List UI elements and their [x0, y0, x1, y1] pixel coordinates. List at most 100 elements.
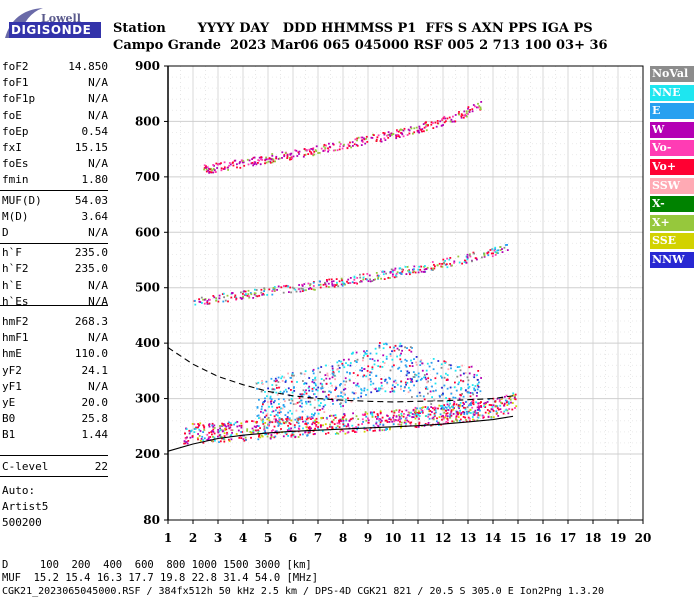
- param-name: hmF2: [2, 315, 29, 328]
- echo-point: [417, 129, 420, 132]
- echo-point: [427, 392, 429, 395]
- echo-point: [340, 360, 342, 363]
- echo-point: [273, 425, 276, 428]
- echo-point: [290, 380, 293, 383]
- echo-point: [331, 426, 334, 429]
- echo-point: [203, 164, 206, 167]
- echo-point: [401, 410, 403, 413]
- echo-point: [436, 372, 439, 375]
- echo-point: [256, 295, 259, 298]
- echo-point: [210, 171, 213, 174]
- echo-point: [258, 417, 260, 419]
- echo-point: [346, 431, 349, 434]
- echo-point: [418, 423, 421, 425]
- echo-point: [424, 265, 426, 267]
- echo-point: [227, 169, 229, 171]
- echo-point: [414, 410, 417, 412]
- echo-point: [469, 255, 472, 258]
- echo-point: [265, 380, 268, 383]
- echo-point: [473, 387, 476, 390]
- echo-point: [342, 405, 344, 407]
- echo-point: [409, 273, 411, 276]
- echo-point: [377, 365, 380, 367]
- echo-point: [331, 384, 333, 387]
- echo-point: [377, 414, 379, 417]
- echo-point: [492, 397, 495, 400]
- echo-point: [459, 369, 462, 372]
- echo-point: [230, 429, 233, 432]
- echo-point: [239, 166, 242, 169]
- echo-point: [432, 416, 435, 419]
- param-name: fmin: [2, 173, 29, 187]
- echo-point: [311, 380, 314, 383]
- echo-point: [352, 372, 355, 374]
- echo-point: [453, 386, 456, 389]
- echo-point: [340, 277, 343, 280]
- echo-point: [287, 424, 289, 427]
- echo-point: [228, 440, 231, 442]
- echo-point: [316, 409, 319, 411]
- echo-point: [415, 408, 418, 410]
- echo-point: [455, 418, 457, 421]
- echo-point: [297, 419, 299, 422]
- echo-point: [417, 412, 420, 415]
- echo-point: [290, 377, 292, 379]
- echo-point: [436, 420, 438, 423]
- echo-point: [468, 385, 471, 388]
- param-value: 1.44: [81, 428, 109, 442]
- echo-point: [231, 429, 234, 432]
- echo-point: [417, 130, 419, 133]
- echo-point: [281, 375, 284, 378]
- echo-point: [185, 441, 188, 443]
- echo-point: [206, 439, 209, 441]
- echo-point: [222, 423, 224, 425]
- param-name: foF2: [2, 60, 29, 73]
- echo-point: [328, 377, 331, 380]
- echo-point: [436, 264, 439, 267]
- echo-point: [476, 388, 479, 391]
- auto-software: Artist5: [2, 500, 49, 513]
- echo-point: [446, 257, 448, 260]
- echo-point: [315, 417, 318, 420]
- echo-point: [393, 269, 396, 272]
- echo-point: [286, 429, 289, 432]
- echo-point: [314, 433, 316, 435]
- echo-point: [423, 130, 425, 133]
- param-value: 20.0: [81, 396, 109, 409]
- echo-point: [500, 398, 503, 400]
- echo-point: [413, 384, 415, 387]
- y-tick-label: 300: [135, 392, 160, 406]
- echo-point: [301, 283, 303, 286]
- echo-point: [436, 417, 438, 420]
- echo-point: [352, 412, 354, 415]
- echo-point: [390, 132, 393, 135]
- echo-point: [489, 249, 492, 251]
- echo-point: [314, 419, 316, 422]
- echo-point: [224, 424, 227, 427]
- echo-point: [339, 418, 342, 421]
- echo-point: [219, 425, 221, 427]
- echo-point: [369, 358, 372, 360]
- echo-point: [343, 388, 345, 391]
- echo-point: [205, 168, 208, 171]
- echo-point: [432, 368, 435, 371]
- echo-point: [487, 415, 490, 418]
- echo-point: [328, 278, 331, 281]
- echo-point: [446, 117, 449, 120]
- echo-point: [458, 412, 461, 414]
- echo-point: [203, 437, 206, 440]
- echo-point: [312, 433, 315, 436]
- echo-point: [405, 365, 408, 368]
- echo-point: [449, 413, 452, 416]
- echo-point: [300, 399, 303, 402]
- echo-point: [464, 260, 467, 262]
- echo-point: [260, 418, 262, 421]
- echo-point: [473, 414, 476, 416]
- echo-point: [466, 256, 469, 258]
- echo-point: [270, 430, 273, 432]
- echo-point: [455, 416, 458, 419]
- echo-point: [236, 421, 239, 423]
- echo-point: [408, 413, 410, 416]
- echo-point: [356, 382, 359, 385]
- echo-point: [274, 160, 276, 163]
